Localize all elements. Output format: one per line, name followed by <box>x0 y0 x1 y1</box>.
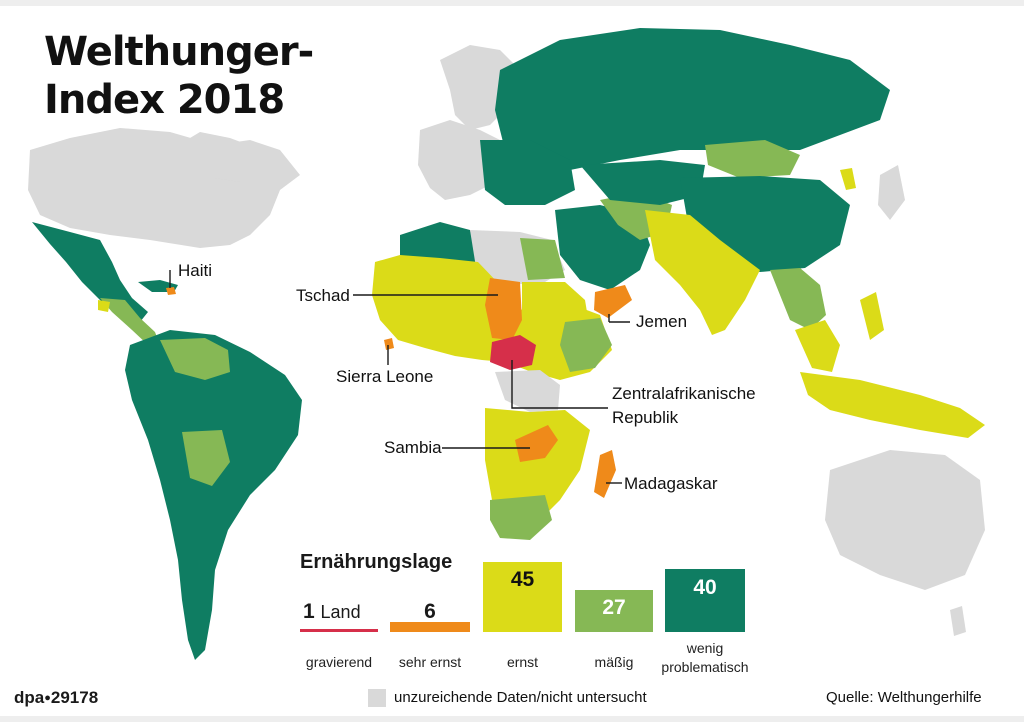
region-south-america <box>125 330 302 660</box>
agency-name: dpa <box>14 688 45 707</box>
legend-swatch-ernst <box>483 562 562 632</box>
country-central-african-republic <box>490 335 536 370</box>
label-sierra-leone: Sierra Leone <box>336 367 434 386</box>
label-tschad: Tschad <box>296 286 350 305</box>
region-eastern-europe <box>480 140 575 205</box>
legend-count-wenig: 40 <box>693 576 717 599</box>
label-sambia: Sambia <box>384 438 442 457</box>
title-line-1: Welthunger- <box>44 29 314 75</box>
legend-label-no-data: unzureichende Daten/nicht untersucht <box>394 689 647 706</box>
region-southeast-asia <box>770 268 826 330</box>
region-australia <box>825 450 985 590</box>
legend-label-sehr-ernst: sehr ernst <box>398 654 462 670</box>
label-zentralafrika-line-1: Zentralafrikanische <box>612 384 756 403</box>
region-central-africa-grey <box>495 370 560 412</box>
label-madagaskar: Madagaskar <box>624 474 718 493</box>
agency-credit: dpa●29178 <box>14 688 98 708</box>
country-yemen <box>594 285 632 318</box>
region-central-america <box>100 298 160 345</box>
legend-title: Ernährungslage <box>300 551 453 573</box>
country-egypt <box>520 238 565 280</box>
agency-dot: ● <box>44 692 51 704</box>
legend-swatch-no-data <box>368 689 386 707</box>
country-chad <box>485 278 522 340</box>
region-indonesia <box>800 372 985 438</box>
legend-swatch-sehr-ernst <box>390 622 470 632</box>
region-central-asia <box>580 160 705 205</box>
legend-swatch-wenig <box>665 569 745 632</box>
legend-count-sehr-ernst: 6 <box>424 600 436 623</box>
graphic-id: 29178 <box>50 688 99 707</box>
legend-label-wenig-1: wenig <box>686 640 724 656</box>
country-madagascar <box>594 450 616 498</box>
region-southeast-asia-ernst <box>795 320 840 372</box>
region-south-asia <box>645 210 760 335</box>
region-new-zealand <box>950 606 966 636</box>
region-arctic-islands <box>170 132 262 182</box>
map-title: Welthunger- Index 2018 <box>44 28 314 124</box>
country-north-korea <box>840 168 856 190</box>
legend-count-gravierend: 1 Land <box>303 600 361 623</box>
legend-count-unit: Land <box>320 602 361 622</box>
legend-count-maessig: 27 <box>602 596 626 619</box>
country-haiti <box>166 287 176 295</box>
country-mongolia <box>705 140 800 178</box>
legend-swatch-maessig <box>575 590 653 632</box>
title-line-2: Index 2018 <box>44 77 285 123</box>
region-russia <box>495 28 890 172</box>
legend-count-ernst: 45 <box>510 568 535 591</box>
country-sierra-leone <box>384 338 394 350</box>
legend-swatch-gravierend <box>300 629 378 632</box>
region-southern-africa-ernst <box>485 408 590 525</box>
legend-label-gravierend: gravierend <box>305 654 373 670</box>
source-credit: Quelle: Welthungerhilfe <box>826 689 982 706</box>
region-philippines <box>860 292 884 340</box>
legend-label-wenig-2: problematisch <box>661 659 749 675</box>
country-south-africa <box>490 495 552 540</box>
legend-label-ernst: ernst <box>506 654 539 670</box>
region-south-america-ernst <box>98 300 110 312</box>
region-south-america-maessig-1 <box>160 338 230 380</box>
label-jemen: Jemen <box>636 312 688 331</box>
region-east-africa-maessig <box>560 318 612 372</box>
label-haiti: Haiti <box>178 261 213 280</box>
label-zentralafrika-line-2: Republik <box>612 408 679 427</box>
region-south-america-maessig-2 <box>182 430 230 486</box>
legend-label-maessig: mäßig <box>594 654 634 670</box>
country-zambia <box>515 425 558 462</box>
country-japan <box>878 165 905 220</box>
leader-car <box>511 360 608 409</box>
region-mexico <box>32 222 148 322</box>
